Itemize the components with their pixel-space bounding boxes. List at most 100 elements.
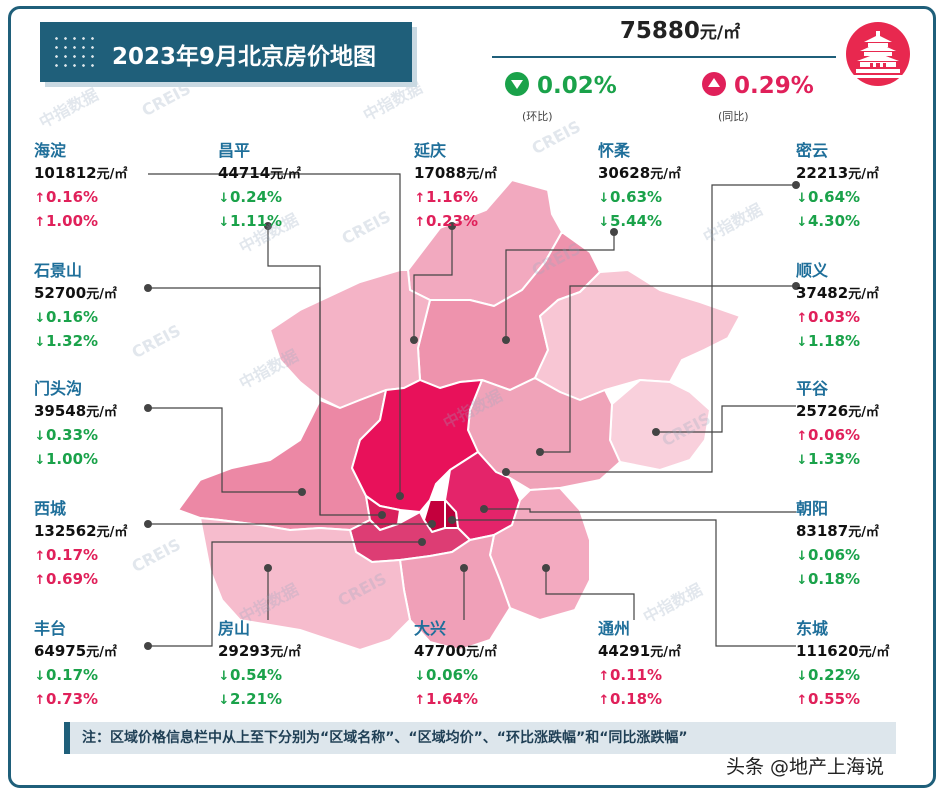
down-arrow-icon: ↓ (218, 215, 230, 230)
up-arrow-icon: ↑ (598, 693, 610, 708)
down-arrow-icon: ↓ (796, 573, 808, 588)
leader-pinggu (656, 405, 796, 433)
down-arrow-icon: ↓ (796, 215, 808, 230)
district-price-unit: 元/㎡ (86, 405, 117, 420)
district-mom: ↑0.16% (34, 186, 174, 210)
district-price-value: 22213 (796, 164, 849, 182)
district-price: 17088元/㎡ (414, 162, 554, 186)
district-mom-value: 0.63% (610, 188, 663, 206)
dot-haidian (396, 492, 404, 500)
page-title: 2023年9月北京房价地图 (112, 44, 377, 70)
district-mom: ↑0.11% (598, 664, 738, 688)
district-price: 101812元/㎡ (34, 162, 174, 186)
district-mom-value: 0.11% (610, 666, 663, 684)
district-yoy-value: 0.18% (610, 690, 663, 708)
down-arrow-icon: ↓ (34, 429, 46, 444)
district-info: 门头沟 39548元/㎡ ↓0.33% ↓1.00% (34, 378, 174, 472)
district-mom-value: 1.16% (426, 188, 479, 206)
down-triangle-icon (505, 72, 529, 96)
district-price-unit: 元/㎡ (466, 645, 497, 660)
district-price-value: 37482 (796, 284, 849, 302)
dot-changping (264, 222, 272, 230)
district-price-value: 44714 (218, 164, 271, 182)
district-info: 怀柔 30628元/㎡ ↓0.63% ↓5.44% (598, 140, 738, 234)
district-yoy-value: 2.21% (230, 690, 283, 708)
district-price-unit: 元/㎡ (86, 287, 117, 302)
district-price-unit: 元/㎡ (848, 287, 879, 302)
district-price: 47700元/㎡ (414, 640, 554, 664)
dot-chaoyang (480, 505, 488, 513)
district-name: 昌平 (218, 141, 251, 160)
up-arrow-icon: ↑ (796, 693, 808, 708)
district-info: 东城 111620元/㎡ ↓0.22% ↑0.55% (796, 618, 936, 712)
district-yoy-value: 0.18% (808, 570, 861, 588)
region-fangshan (199, 517, 411, 651)
district-yoy: ↑0.73% (34, 688, 174, 712)
up-arrow-icon: ↑ (414, 191, 426, 206)
district-price: 44291元/㎡ (598, 640, 738, 664)
district-yoy: ↓4.30% (796, 210, 936, 234)
leader-shijingshan (148, 287, 321, 515)
district-yoy-value: 1.32% (46, 332, 99, 350)
district-yoy-value: 0.23% (426, 212, 479, 230)
district-yoy-value: 0.69% (46, 570, 99, 588)
district-yoy: ↓1.00% (34, 448, 174, 472)
district-mom: ↓0.22% (796, 664, 936, 688)
district-name: 西城 (34, 499, 67, 518)
district-name: 通州 (598, 619, 631, 638)
district-info: 大兴 47700元/㎡ ↓0.06% ↑1.64% (414, 618, 554, 712)
yoy-change: 0.29% (702, 72, 814, 99)
district-yoy-value: 0.55% (808, 690, 861, 708)
district-info: 丰台 64975元/㎡ ↓0.17% ↑0.73% (34, 618, 174, 712)
yoy-value: 0.29% (734, 73, 814, 99)
district-mom: ↓0.06% (796, 544, 936, 568)
district-price-unit: 元/㎡ (270, 167, 301, 182)
district-info: 通州 44291元/㎡ ↑0.11% ↑0.18% (598, 618, 738, 712)
down-arrow-icon: ↓ (218, 669, 230, 684)
district-price-value: 101812 (34, 164, 97, 182)
avg-price-value: 75880 (619, 18, 700, 44)
dot-yanqing (448, 222, 456, 230)
mom-label: (环比) (522, 110, 553, 123)
district-yoy: ↓1.33% (796, 448, 936, 472)
district-name: 大兴 (414, 619, 447, 638)
dot-shunyi (792, 282, 800, 290)
district-mom: ↓0.33% (34, 424, 174, 448)
district-yoy-value: 1.64% (426, 690, 479, 708)
leader-mentougou (148, 407, 302, 493)
dot-pinggu (652, 428, 660, 436)
district-price-value: 25726 (796, 402, 849, 420)
district-price: 132562元/㎡ (34, 520, 174, 544)
district-yoy: ↓5.44% (598, 210, 738, 234)
down-arrow-icon: ↓ (598, 215, 610, 230)
district-yoy-value: 1.11% (230, 212, 283, 230)
district-info: 西城 132562元/㎡ ↑0.17% ↑0.69% (34, 498, 174, 592)
district-mom: ↑0.17% (34, 544, 174, 568)
district-mom-value: 0.33% (46, 426, 99, 444)
district-price-unit: 元/㎡ (650, 167, 681, 182)
district-yoy-value: 1.00% (46, 212, 99, 230)
district-yoy: ↓2.21% (218, 688, 358, 712)
down-arrow-icon: ↓ (598, 191, 610, 206)
mom-value: 0.02% (537, 73, 617, 99)
up-arrow-icon: ↑ (414, 215, 426, 230)
district-mom: ↑0.06% (796, 424, 936, 448)
district-yoy: ↑0.55% (796, 688, 936, 712)
source-credit: 头条 @地产上海说 (726, 756, 885, 778)
district-price: 111620元/㎡ (796, 640, 936, 664)
district-yoy: ↑1.00% (34, 210, 174, 234)
down-arrow-icon: ↓ (34, 311, 46, 326)
yoy-label: (同比) (718, 110, 749, 123)
down-arrow-icon: ↓ (796, 335, 808, 350)
district-price-value: 52700 (34, 284, 87, 302)
district-price-value: 39548 (34, 402, 87, 420)
district-yoy: ↑0.69% (34, 568, 174, 592)
leader-yanqing (413, 226, 453, 340)
district-yoy: ↓1.11% (218, 210, 358, 234)
district-yoy-value: 4.30% (808, 212, 861, 230)
region-changping (269, 269, 431, 409)
district-yoy: ↓1.18% (796, 330, 936, 354)
district-price-value: 132562 (34, 522, 97, 540)
district-mom-value: 0.06% (808, 426, 861, 444)
